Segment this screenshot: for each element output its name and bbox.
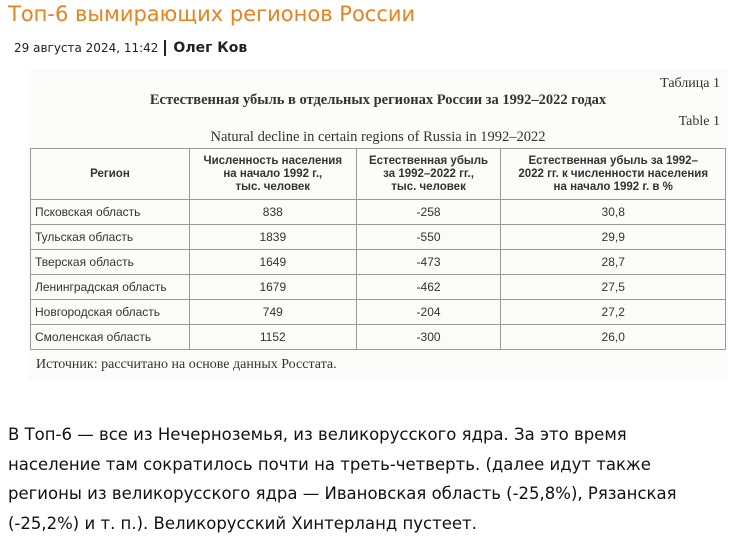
table-label: Таблица 1 (660, 76, 720, 92)
table-cell: 26,0 (501, 325, 726, 350)
table-cell: Новгородская область (31, 300, 190, 325)
column-header: Естественная убыль за 1992–2022 гг., тыс… (356, 149, 501, 200)
table-cell: Псковская область (31, 200, 190, 225)
column-header: Регион (31, 149, 190, 200)
table-cell: Ленинградская область (31, 275, 190, 300)
date: 29 августа 2024, 11:42 (14, 41, 158, 55)
figure: Таблица 1 Естественная убыль в отдельных… (28, 70, 728, 380)
article-text: В Топ-6 — все из Нечерноземья, из велико… (8, 420, 677, 538)
text-line: регионы из великорусского ядра — Ивановс… (8, 479, 677, 509)
table-cell: 838 (189, 200, 356, 225)
table-cell: 27,5 (501, 275, 726, 300)
table-cell: Тульская область (31, 225, 190, 250)
table-cell: -462 (356, 275, 501, 300)
table-cell: 1679 (189, 275, 356, 300)
table-title-en: Natural decline in certain regions of Ru… (28, 129, 728, 146)
article-title: Топ-6 вымирающих регионов России (8, 2, 415, 26)
table-cell: -204 (356, 300, 501, 325)
table-cell: -550 (356, 225, 501, 250)
text-line: население там сократилось почти на треть… (8, 450, 677, 480)
table-cell: -473 (356, 250, 501, 275)
table-cell: Тверская область (31, 250, 190, 275)
column-header: Численность населения на начало 1992 г.,… (189, 149, 356, 200)
table-title: Естественная убыль в отдельных регионах … (28, 92, 728, 109)
text-line: В Топ-6 — все из Нечерноземья, из велико… (8, 420, 677, 450)
source: Источник: рассчитано на основе данных Ро… (36, 357, 337, 373)
table-cell: Смоленская область (31, 325, 190, 350)
table-cell: 27,2 (501, 300, 726, 325)
table-cell: 29,9 (501, 225, 726, 250)
column-header: Естественная убыль за 1992– 2022 гг. к ч… (501, 149, 726, 200)
table-cell: 1649 (189, 250, 356, 275)
table-cell: 28,7 (501, 250, 726, 275)
table-cell: -300 (356, 325, 501, 350)
table-cell: 1152 (189, 325, 356, 350)
table-label-en: Table 1 (679, 114, 720, 130)
author[interactable]: Олег Ков (164, 40, 247, 56)
table-cell: -258 (356, 200, 501, 225)
table-cell: 30,8 (501, 200, 726, 225)
meta: 29 августа 2024, 11:42 Олег Ков (14, 40, 247, 56)
table-cell: 749 (189, 300, 356, 325)
table-cell: 1839 (189, 225, 356, 250)
